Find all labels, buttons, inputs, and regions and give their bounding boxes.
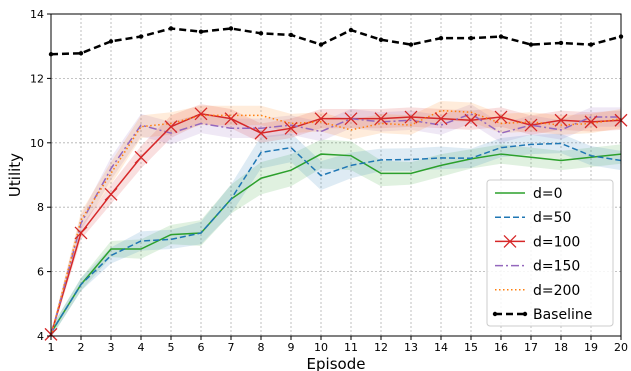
x-tick-label: 17 xyxy=(524,341,538,354)
point-baseline xyxy=(258,31,264,36)
point-baseline xyxy=(438,35,444,41)
point-d-100 xyxy=(104,187,118,201)
x-tick-label: 9 xyxy=(288,341,295,354)
line-d-0 xyxy=(50,153,622,334)
y-tick-label: 4 xyxy=(37,330,44,343)
series-markers xyxy=(44,26,628,341)
legend-label-d-50: d=50 xyxy=(533,210,571,226)
x-tick-label: 15 xyxy=(464,341,478,354)
line-d-200 xyxy=(50,109,622,337)
legend-label-d-150: d=150 xyxy=(533,259,580,275)
x-tick-label: 16 xyxy=(494,341,508,354)
point-d-100 xyxy=(524,118,538,132)
line-d-50 xyxy=(50,142,622,334)
line-baseline xyxy=(50,27,622,56)
point-baseline xyxy=(378,37,384,42)
y-tick-label: 14 xyxy=(30,8,44,21)
point-d-100 xyxy=(134,150,148,164)
point-baseline xyxy=(78,51,84,56)
point-baseline xyxy=(318,42,324,47)
legend-label-d-200: d=200 xyxy=(533,283,580,299)
x-tick-label: 13 xyxy=(404,341,418,354)
x-tick-label: 4 xyxy=(138,341,145,354)
point-d-100 xyxy=(374,112,388,126)
y-tick-label: 10 xyxy=(30,137,44,150)
point-baseline xyxy=(348,27,354,33)
x-tick-label: 2 xyxy=(78,341,85,354)
band-d-50 xyxy=(51,133,621,338)
point-d-100 xyxy=(554,113,568,127)
point-baseline xyxy=(168,26,174,31)
point-baseline xyxy=(528,42,534,47)
point-baseline xyxy=(228,26,234,31)
point-d-100 xyxy=(314,112,328,126)
point-baseline xyxy=(588,42,594,47)
point-d-100 xyxy=(404,110,418,124)
point-d-100 xyxy=(494,110,508,124)
legend-marker-d-100 xyxy=(503,234,517,248)
legend-label-d-100: d=100 xyxy=(533,234,580,250)
point-baseline xyxy=(498,34,504,39)
point-d-100 xyxy=(464,113,478,127)
x-tick-label: 19 xyxy=(584,341,598,354)
legend: d=0 d=50 d=100 d=150 d=200 Baseline xyxy=(486,179,614,327)
point-d-100 xyxy=(434,112,448,126)
point-baseline xyxy=(558,40,564,46)
x-tick-label: 8 xyxy=(258,341,265,354)
point-d-100 xyxy=(284,121,298,135)
legend-label-baseline: Baseline xyxy=(533,307,592,323)
x-axis-title: Episode xyxy=(307,355,366,371)
y-tick-label: 8 xyxy=(37,201,44,214)
legend-marker-baseline xyxy=(492,311,498,317)
confidence-bands xyxy=(51,100,621,340)
y-tick-label: 6 xyxy=(37,266,44,279)
point-d-100 xyxy=(194,107,208,121)
band-d-200 xyxy=(51,100,621,340)
y-tick-label: 12 xyxy=(30,72,44,85)
x-tick-label: 5 xyxy=(168,341,175,354)
legend-marker-baseline xyxy=(522,311,528,317)
x-tick-label: 20 xyxy=(614,341,628,354)
line-d-150 xyxy=(50,112,621,337)
x-tick-label: 1 xyxy=(48,341,55,354)
point-baseline xyxy=(468,35,474,41)
x-tick-label: 3 xyxy=(108,341,115,354)
point-d-100 xyxy=(254,126,268,140)
point-baseline xyxy=(138,34,144,39)
x-tick-label: 10 xyxy=(314,341,328,354)
band-d-100 xyxy=(51,104,621,338)
plot-frame xyxy=(50,13,622,337)
band-d-0 xyxy=(51,139,621,338)
point-d-100 xyxy=(584,115,598,129)
point-baseline xyxy=(288,32,294,38)
x-tick-label: 11 xyxy=(344,341,358,354)
legend-label-d-0: d=0 xyxy=(533,186,563,202)
band-d-150 xyxy=(51,104,621,340)
point-baseline xyxy=(198,29,204,34)
x-tick-label: 6 xyxy=(198,341,205,354)
x-tick-label: 18 xyxy=(554,341,568,354)
y-axis-title: Utility xyxy=(6,153,24,197)
point-d-100 xyxy=(74,226,88,240)
point-d-100 xyxy=(224,112,238,126)
point-d-100 xyxy=(164,120,178,134)
point-baseline xyxy=(108,39,114,44)
point-baseline xyxy=(408,42,414,47)
x-tick-label: 7 xyxy=(228,341,235,354)
x-tick-label: 14 xyxy=(434,341,448,354)
point-d-100 xyxy=(344,112,358,126)
x-tick-label: 12 xyxy=(374,341,388,354)
